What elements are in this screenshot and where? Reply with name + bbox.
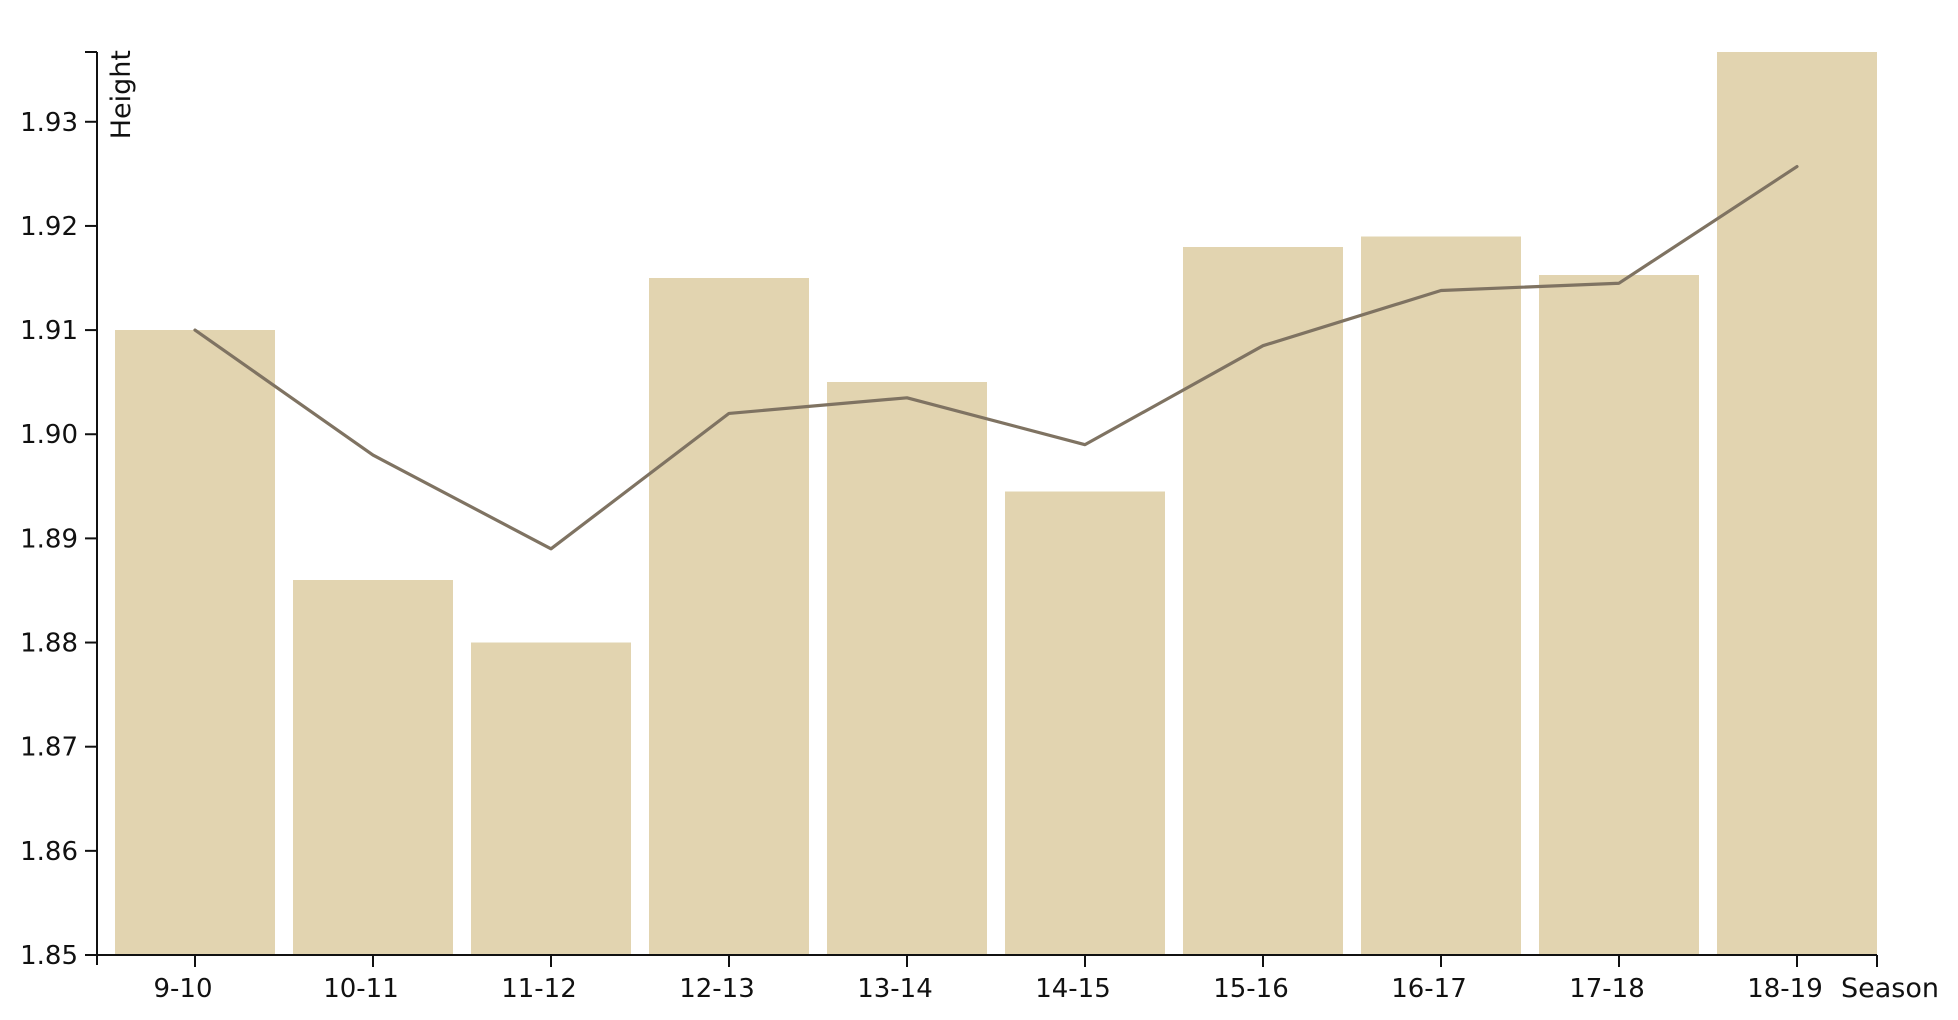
bar-16-17 bbox=[1361, 236, 1521, 956]
bar-13-14 bbox=[827, 382, 987, 955]
x-tick-label-14-15: 14-15 bbox=[1035, 974, 1111, 1004]
y-tick-label-1.93: 1.93 bbox=[20, 108, 78, 138]
x-tick-label-11-12: 11-12 bbox=[501, 974, 577, 1004]
x-tick-label-16-17: 16-17 bbox=[1391, 974, 1467, 1004]
bar-9-10 bbox=[115, 330, 275, 956]
bar-11-12 bbox=[471, 642, 631, 955]
x-tick-label-13-14: 13-14 bbox=[857, 974, 933, 1004]
bars-layer bbox=[115, 52, 1877, 956]
y-axis-title: Height bbox=[106, 50, 137, 139]
x-tick-label-15-16: 15-16 bbox=[1213, 974, 1289, 1004]
x-axis-title: Season bbox=[1841, 973, 1939, 1004]
y-tick-label-1.90: 1.90 bbox=[20, 420, 78, 450]
bar-18-19 bbox=[1717, 52, 1877, 955]
y-tick-label-1.89: 1.89 bbox=[20, 524, 78, 554]
x-tick-label-17-18: 17-18 bbox=[1569, 974, 1645, 1004]
bar-15-16 bbox=[1183, 246, 1343, 955]
bar-10-11 bbox=[293, 580, 453, 955]
bar-12-13 bbox=[649, 278, 809, 955]
y-axis: 1.85 1.86 1.87 1.88 1.89 1.90 1.91 1.92 1.93 bbox=[20, 51, 98, 971]
x-tick-label-12-13: 12-13 bbox=[679, 974, 755, 1004]
x-tick-label-18-19: 18-19 bbox=[1747, 974, 1823, 1004]
y-tick-label-1.88: 1.88 bbox=[20, 629, 78, 659]
bar-17-18 bbox=[1539, 274, 1699, 955]
y-tick-label-1.85: 1.85 bbox=[20, 941, 78, 971]
trend-line-layer bbox=[193, 164, 1799, 551]
x-axis: 9-10 10-11 11-12 12-13 13-14 14-15 15-16 16-17 1… bbox=[97, 954, 1878, 1004]
y-tick-label-1.92: 1.92 bbox=[20, 212, 78, 242]
y-tick-label-1.86: 1.86 bbox=[20, 837, 78, 867]
y-tick-label-1.87: 1.87 bbox=[20, 733, 78, 763]
x-tick-label-10-11: 10-11 bbox=[323, 974, 399, 1004]
y-tick-label-1.91: 1.91 bbox=[20, 316, 78, 346]
bar-14-15 bbox=[1005, 491, 1165, 955]
x-tick-label-9-10: 9-10 bbox=[153, 974, 212, 1004]
trend-line bbox=[193, 164, 1799, 551]
